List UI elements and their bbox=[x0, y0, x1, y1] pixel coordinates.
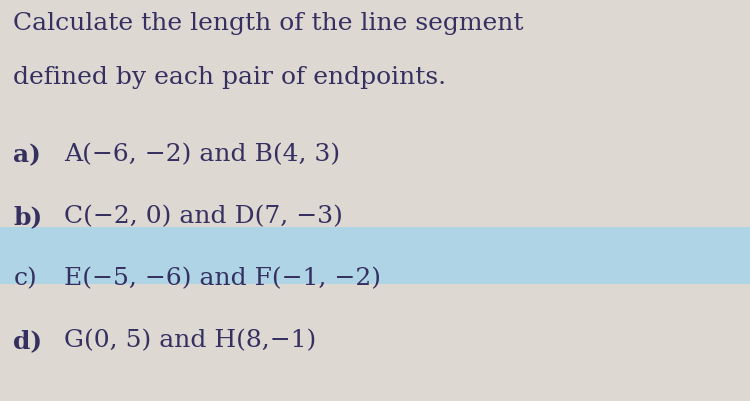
Text: a): a) bbox=[13, 142, 41, 166]
Text: C(−2, 0) and D(7, −3): C(−2, 0) and D(7, −3) bbox=[64, 205, 343, 227]
Text: c): c) bbox=[13, 267, 38, 290]
Text: Calculate the length of the line segment: Calculate the length of the line segment bbox=[13, 12, 524, 35]
Text: d): d) bbox=[13, 329, 43, 353]
Text: defined by each pair of endpoints.: defined by each pair of endpoints. bbox=[13, 66, 447, 89]
Text: G(0, 5) and H(8,−1): G(0, 5) and H(8,−1) bbox=[64, 329, 316, 352]
Text: b): b) bbox=[13, 205, 43, 229]
FancyBboxPatch shape bbox=[0, 227, 750, 285]
Text: A(−6, −2) and B(4, 3): A(−6, −2) and B(4, 3) bbox=[64, 142, 340, 165]
Text: E(−5, −6) and F(−1, −2): E(−5, −6) and F(−1, −2) bbox=[64, 267, 381, 290]
